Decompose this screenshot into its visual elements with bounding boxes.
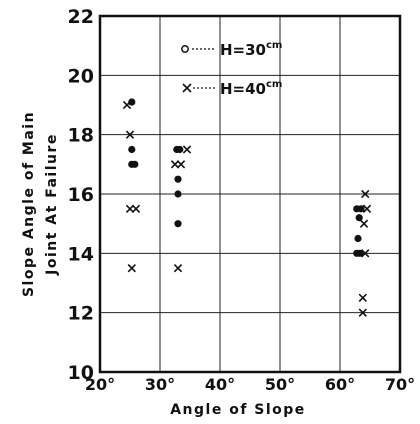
y-tick-label: 20 [68,65,94,87]
y-tick-label: 10 [68,362,94,384]
x-tick-label: 40° [205,375,235,394]
legend-label-h40-main: H=40 [220,80,266,98]
plot-frame [98,14,402,374]
data-point-h30 [357,205,365,213]
x-axis-label: Angle of Slope [170,402,306,418]
data-point-h30 [174,220,182,228]
data-point-h40 [358,308,367,317]
legend: H=30cm H=40cm [181,40,282,98]
data-point-h30 [354,234,362,243]
data-point-h30 [128,145,136,154]
y-axis-label-line2: Joint At Failure [44,133,60,276]
data-point-h40 [127,264,136,273]
data-point-h40 [359,219,369,228]
legend-x-glyph [182,83,192,93]
data-point-h40 [361,249,370,258]
x-tick-label: 20° [85,375,115,394]
y-tick-label: 22 [68,6,94,28]
data-point-h40 [358,293,367,302]
data-point-h30 [356,249,364,257]
data-points [122,98,372,317]
data-point-h40 [125,130,135,139]
data-point-h30 [128,98,136,106]
data-point-h30 [174,190,182,198]
legend-label-h30-main: H=30 [220,41,266,59]
data-point-h40 [362,204,372,213]
data-point-h40 [361,189,370,199]
data-point-h40 [176,160,186,169]
data-point-h40 [173,264,183,273]
y-tick-label: 16 [68,184,94,206]
x-tick-label: 60° [325,375,355,394]
y-tick-label: 14 [68,243,94,265]
y-tick-label: 18 [68,125,94,147]
legend-marker-h30 [181,45,189,53]
legend-label-h30: H=30cm [220,40,282,59]
data-point-h40 [125,204,135,213]
data-point-h30 [176,145,184,154]
legend-label-h40: H=40cm [220,79,282,98]
x-tick-label: 70° [385,375,415,394]
data-point-h40 [122,100,132,110]
x-tick-label: 30° [145,375,175,394]
grid [100,16,400,372]
data-point-h30 [131,160,139,168]
y-axis-label-line1: Slope Angle of Main [21,111,37,297]
legend-label-h40-unit: cm [266,79,282,90]
data-point-h40 [131,204,141,213]
data-point-h30 [355,214,363,222]
legend-label-h30-unit: cm [266,40,282,51]
tick-labels: 10 12 14 16 18 20 22 20° 30° 40° 50° 60° 70° [68,6,416,394]
y-tick-label: 12 [68,303,94,325]
data-point-h40 [170,160,180,169]
data-point-h40 [182,145,192,154]
x-tick-label: 50° [265,375,295,394]
legend-marker-h40 [182,83,192,93]
data-point-h30 [174,175,182,183]
